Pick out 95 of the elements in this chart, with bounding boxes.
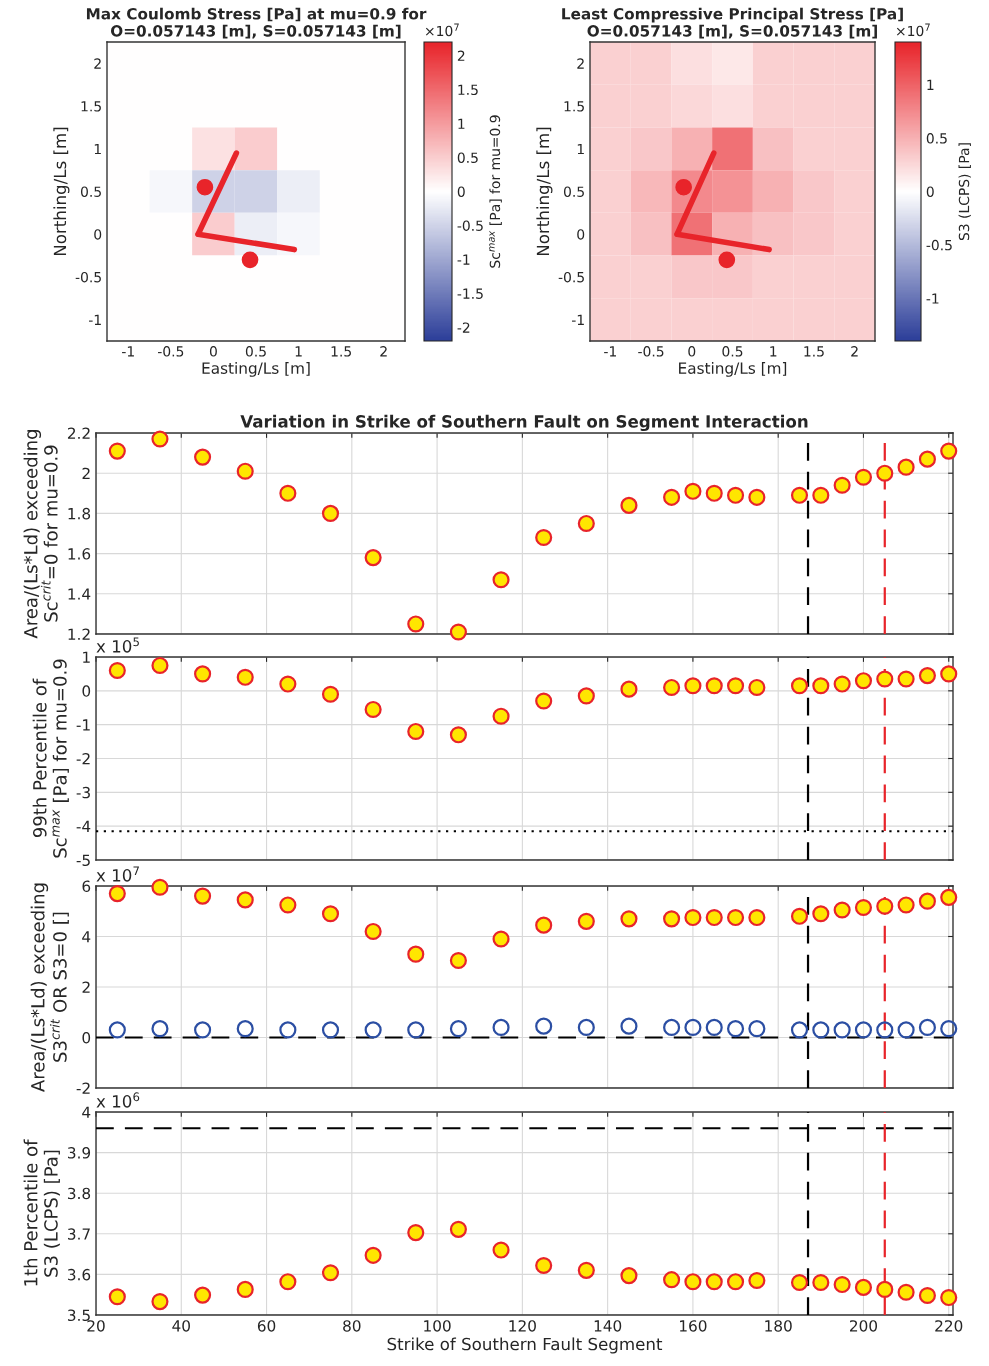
color-bar-label: 0 [457,186,465,197]
x-tick-label: 0 [209,346,217,357]
y-tick-label: 3.5 [68,1309,90,1322]
x-tick-label: 160 [680,1320,707,1332]
y-tick-label: 2 [577,58,584,69]
y-tick-label: 1.5 [81,101,101,112]
color-bar-title: Sc$^{max}$ [Pa] for mu=0.9 [489,115,502,268]
y-tick-label: 0.5 [563,186,584,197]
y-tick-label: -0.5 [558,271,584,283]
text: ×10$^{7}$ [896,23,930,37]
y-tick-label: 4 [82,1106,91,1118]
y-tick-label: 2 [94,58,101,69]
color-bar-label: -1 [457,254,470,265]
y-tick-label: 2 [82,467,90,479]
y-tick-label: 2.2 [67,427,90,439]
x-tick-label: 2 [380,346,387,357]
color-bar-label: -0.5 [926,239,952,251]
color-bar-label: 1.5 [458,84,478,96]
y-tick-label: 3.7 [68,1228,90,1240]
x-tick-label: 1.5 [331,346,351,357]
y-tick-label: 1 [94,143,101,155]
color-bar-label: -0.5 [457,220,483,231]
color-bar-label: 0.5 [926,133,947,144]
y-tick-label: -3 [76,786,90,799]
y-tick-label: -1 [571,314,584,325]
y-tick-label: 1.5 [564,101,584,112]
y-axis-title: 1th Percentile of S3 (LCPS) [Pa] [23,1139,60,1286]
y-axis-title: 99th Percentile of Sc$^{max}$ [Pa] for mu=0.9 [32,659,69,858]
color-bar-label: 1 [927,79,934,90]
y-tick-label: -1 [88,314,101,325]
x-tick-label: -1 [604,346,616,357]
x-tick-label: 1 [295,346,302,357]
x-axis-title: Strike of Southern Fault Segment [387,1337,663,1354]
x-tick-label: -0.5 [157,346,184,357]
color-bar-label: 2 [457,50,465,61]
x-tick-label: 140 [594,1320,622,1332]
y-tick-label: -4 [76,820,91,832]
y-tick-label: 3.6 [68,1268,91,1281]
x-tick-label: 180 [765,1320,792,1332]
y-tick-label: 1 [577,143,584,155]
y-tick-label: 4 [82,931,91,943]
y-tick-label: -1 [76,719,90,731]
y-tick-label: -5 [76,854,90,867]
color-bar-label: -1 [926,293,939,304]
x-axis-title: Easting/Ls [m] [679,362,787,377]
x-tick-label: 1 [770,346,777,357]
x-tick-label: 1.5 [804,346,824,357]
x-tick-label: 220 [935,1320,963,1332]
y-tick-label: 0 [82,1031,91,1044]
y-tick-label: 2 [82,981,90,993]
y-tick-label: 1.6 [68,548,91,560]
x-tick-label: 0 [688,346,696,357]
y-tick-label: -2 [76,752,90,765]
x-tick-label: 0.5 [722,346,743,357]
x-tick-label: 40 [172,1320,190,1332]
y-axis-title: Northing/Ls [m] [53,127,70,256]
y-axis-title: Area/(Ls*Ld) exceeding S3$^{crit}$ OR S3=0 [] [30,883,69,1092]
y-tick-label: 0 [577,229,585,240]
y-tick-label: 3.9 [68,1147,91,1159]
text: x 10$^{7}$ [96,866,139,882]
y-tick-label: 1.4 [68,588,91,600]
y-tick-label: 0 [82,685,91,697]
x-tick-label: 200 [850,1320,878,1332]
chart-title: Max Coulomb Stress [Pa] at mu=0.9 for O=0.057143 [m], S=0.057143 [m] [86,7,427,39]
y-tick-label: 1.8 [68,507,91,520]
y-tick-label: -0.5 [75,271,101,283]
color-bar-label: 0.5 [457,152,478,163]
x-tick-label: -0.5 [638,346,664,357]
color-bar-label: -2 [457,322,470,333]
y-tick-label: 1 [83,651,90,663]
x-tick-label: 120 [509,1320,536,1332]
chart-title: Variation in Strike of Southern Fault on Segment Interaction [240,414,808,432]
y-tick-label: 3.8 [68,1187,91,1200]
x-tick-label: 20 [87,1320,105,1332]
x-tick-label: 0.5 [245,346,266,357]
x-tick-label: 60 [257,1320,276,1332]
x-tick-label: 80 [343,1320,361,1332]
text: x 10$^{6}$ [96,1092,140,1108]
y-tick-label: 6 [82,880,91,893]
color-bar-label: 0 [926,186,934,197]
color-bar-title: S3 (LCPS) [Pa] [958,143,971,241]
x-tick-label: -1 [122,346,134,357]
text: x 10$^{5}$ [96,637,139,653]
color-bar-label: 1 [458,118,465,129]
x-tick-label: 2 [851,346,858,357]
y-tick-label: -2 [76,1082,90,1094]
y-tick-label: 0.5 [80,186,101,197]
text: ×10$^{7}$ [425,23,459,37]
y-axis-title: Northing/Ls [m] [536,127,553,256]
color-bar-label: -1.5 [457,288,483,299]
x-tick-label: 100 [424,1320,451,1332]
y-axis-title: Area/(Ls*Ld) exceeding Sc$^{crit}$=0 for mu=0.9 [23,430,58,639]
x-axis-title: Easting/Ls [m] [202,362,310,377]
y-tick-label: 0 [94,229,102,240]
y-tick-label: 1.2 [68,628,90,640]
